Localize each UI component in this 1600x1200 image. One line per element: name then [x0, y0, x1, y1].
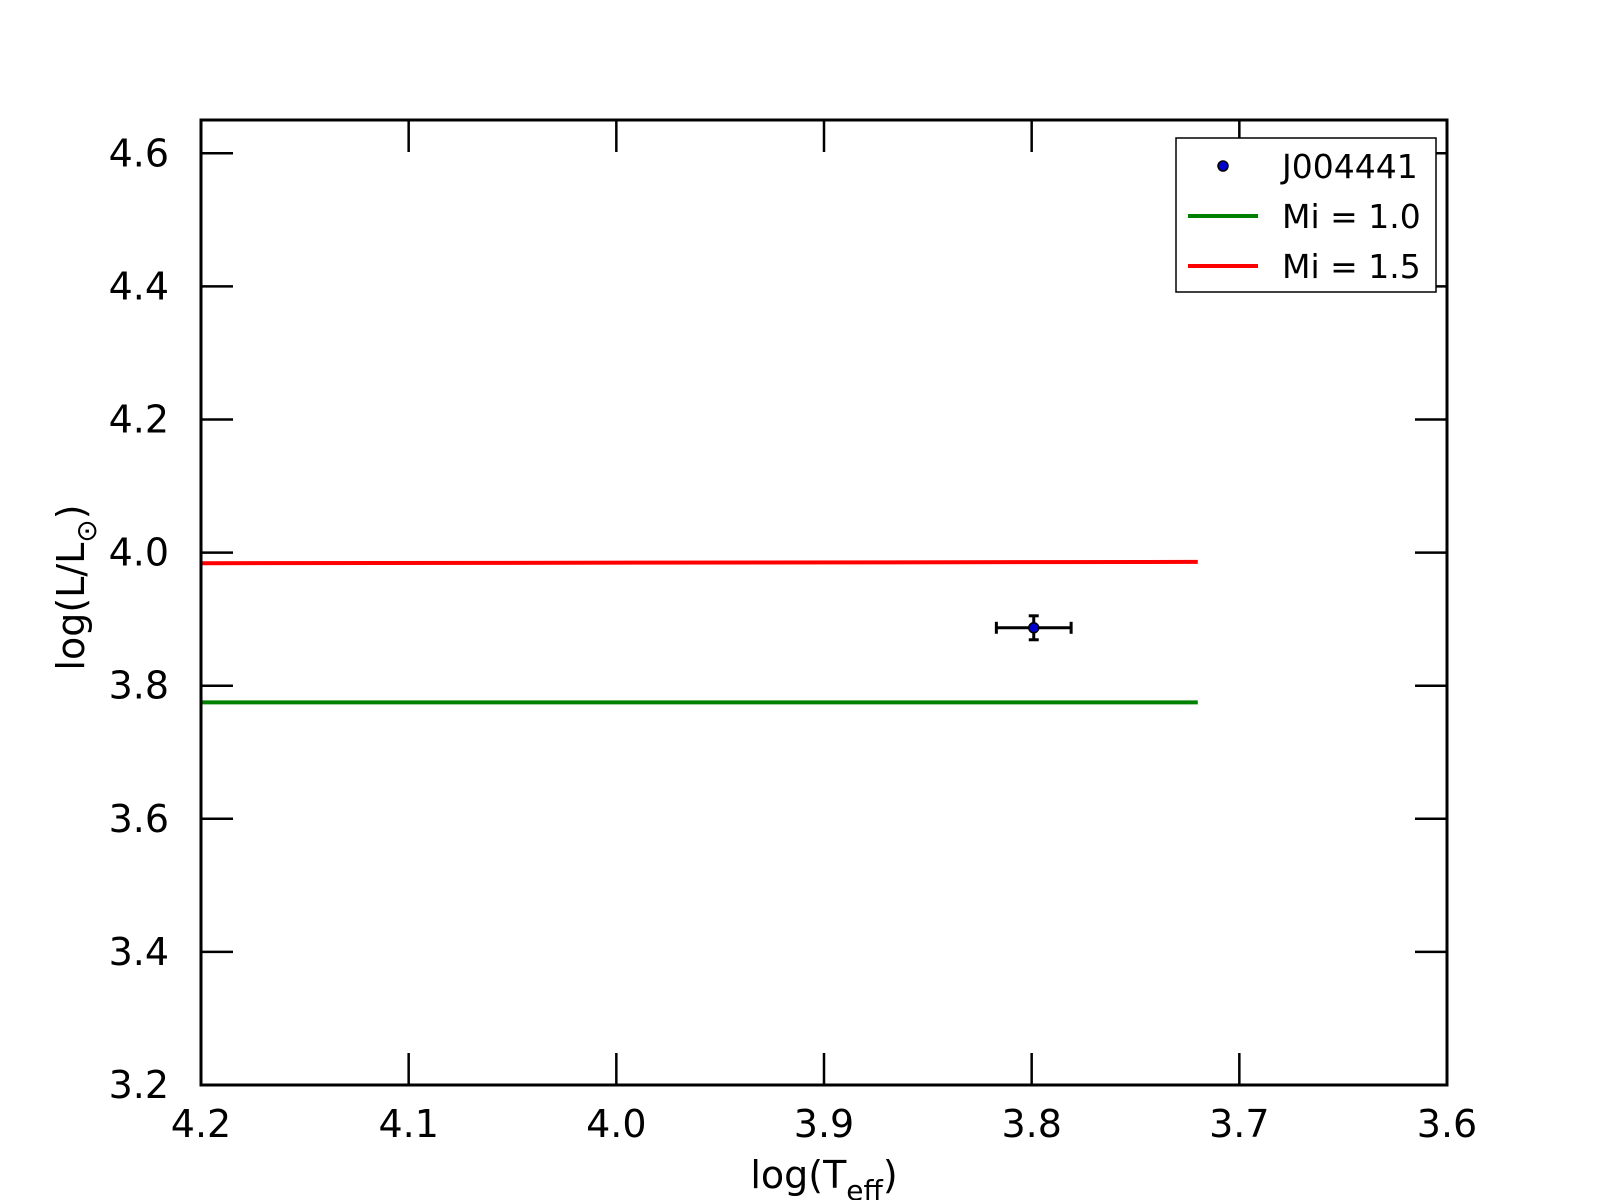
ticks-layer: 4.2 4.1 4.0 3.9 3.8 3.7 3.6 3.2 3.4 3.6 3.8 4.0 4.2 4…	[109, 120, 1477, 1146]
x-tick-label: 3.9	[794, 1102, 854, 1146]
x-axis-label: log(Teff)	[750, 1153, 897, 1200]
legend-label: Mi = 1.5	[1282, 247, 1421, 286]
y-tick-label: 3.4	[109, 930, 169, 974]
y-tick-label: 3.2	[109, 1063, 169, 1107]
y-tick-label: 4.6	[109, 131, 169, 175]
y-axis-label: log(L/L⊙)	[49, 504, 103, 670]
x-tick-label: 4.2	[171, 1102, 231, 1146]
x-tick-label: 3.6	[1417, 1102, 1477, 1146]
data-point-group	[994, 614, 1073, 642]
series-layer	[200, 559, 1198, 705]
x-tick-label: 3.8	[1001, 1102, 1061, 1146]
series-line	[200, 559, 1198, 566]
x-tick-label: 4.0	[586, 1102, 646, 1146]
legend-item: Mi = 1.0	[1188, 197, 1421, 236]
y-tick-label: 4.2	[109, 397, 169, 441]
x-tick-label: 3.7	[1209, 1102, 1269, 1146]
x-tick-label: 4.1	[378, 1102, 438, 1146]
axis-labels: log(Teff) log(L/L⊙)	[49, 504, 898, 1200]
legend-label: J004441	[1280, 147, 1418, 186]
y-tick-label: 4.4	[109, 264, 169, 308]
y-tick-label: 4.0	[109, 531, 169, 575]
legend-item: Mi = 1.5	[1188, 247, 1421, 286]
data-point	[1027, 622, 1040, 634]
legend-item: J004441	[1217, 147, 1418, 186]
y-tick-label: 3.6	[109, 797, 169, 841]
y-tick-label: 3.8	[109, 664, 169, 708]
legend-label: Mi = 1.0	[1282, 197, 1421, 236]
legend-marker-swatch	[1217, 160, 1229, 172]
legend: J004441 Mi = 1.0 Mi = 1.5	[1175, 137, 1437, 293]
